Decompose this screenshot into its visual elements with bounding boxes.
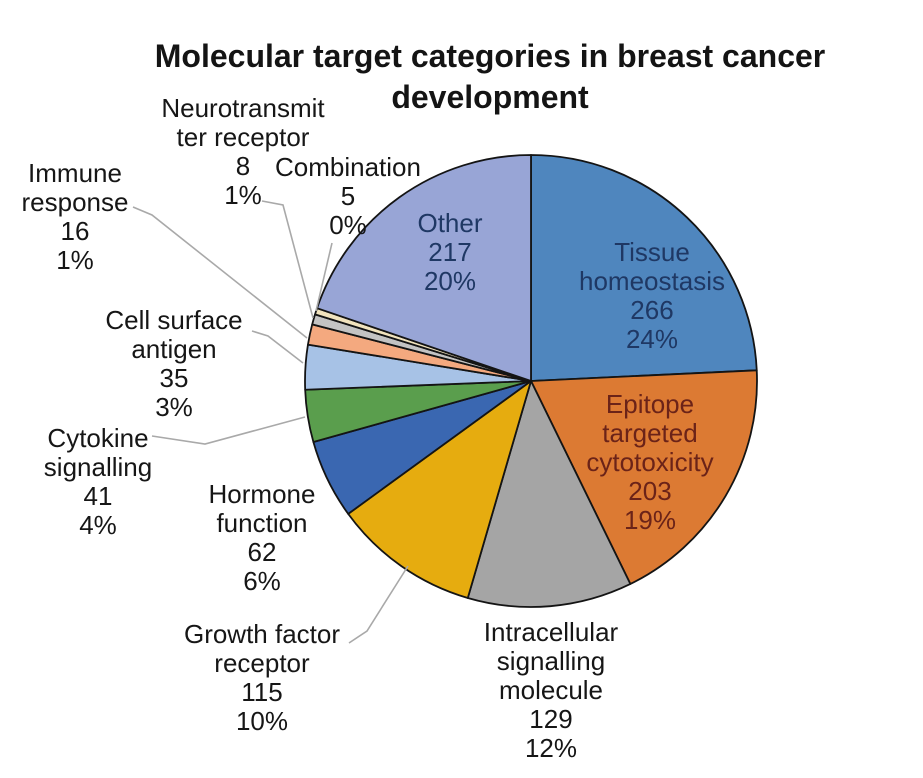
label-tissue: Tissue homeostasis 266 24% xyxy=(579,238,725,354)
chart-title-line1: Molecular target categories in breast ca… xyxy=(154,38,826,74)
label-epitope-line-2: cytotoxicity xyxy=(586,447,714,477)
label-growth-factor: Growth factor receptor 115 10% xyxy=(184,620,340,736)
label-epitope-line-3: 203 xyxy=(628,476,672,506)
label-growth-factor-line-0: Growth factor xyxy=(183,619,341,649)
label-growth-factor-line-1: receptor xyxy=(214,648,310,678)
label-other: Other 217 20% xyxy=(417,209,482,296)
label-intracellular: Intracellular signalling molecule 129 12% xyxy=(484,618,618,763)
label-intracellular-line-3: 129 xyxy=(529,704,573,734)
pie-slice-intracellular-signalling-molecule xyxy=(466,380,632,608)
label-tissue-line-2: 266 xyxy=(630,295,674,325)
label-cell-surface: Cell surface antigen 35 3% xyxy=(105,306,242,422)
label-intracellular-line-2: molecule xyxy=(498,675,604,705)
label-growth-factor-line-2: 115 xyxy=(241,677,283,707)
label-cytokine-line-1: signalling xyxy=(43,452,153,482)
leader-line-growth-factor-receptor xyxy=(348,565,409,644)
label-epitope-line-0: Epitope xyxy=(605,389,695,419)
leader-line-neurotransmitter-receptor xyxy=(261,200,314,319)
pie-slice-other xyxy=(316,154,532,382)
label-intracellular-line-4: 12% xyxy=(524,733,578,763)
label-epitope-line-1: targeted xyxy=(602,418,698,448)
label-other-line-2: 20% xyxy=(423,266,477,296)
chart-title: Molecular target categories in breast ca… xyxy=(55,36,923,118)
label-neurotransmitter-line-0: Neurotransmit xyxy=(161,93,325,123)
pie-slice-tissue-homeostasis xyxy=(530,154,758,382)
leader-lines xyxy=(132,200,409,644)
label-neurotransmitter-line-3: 1% xyxy=(224,180,262,210)
label-epitope-line-4: 19% xyxy=(623,505,677,535)
label-epitope: Epitope targeted cytotoxicity 203 19% xyxy=(586,390,713,535)
label-immune-line-1: response xyxy=(21,187,129,217)
label-growth-factor-line-3: 10% xyxy=(235,706,289,736)
label-cytokine-line-2: 41 xyxy=(83,481,113,511)
label-hormone-line-1: function xyxy=(216,508,308,538)
label-tissue-line-3: 24% xyxy=(625,324,679,354)
label-cytokine-line-0: Cytokine xyxy=(47,423,149,453)
chart-title-line2: development xyxy=(391,79,589,115)
label-tissue-line-1: homeostasis xyxy=(579,266,725,296)
pie-slice-growth-factor-receptor xyxy=(347,380,532,599)
label-cell-surface-line-2: 35 xyxy=(159,363,189,393)
leader-line-combination xyxy=(315,242,333,312)
label-cytokine: Cytokine signalling 41 4% xyxy=(44,424,152,540)
leader-line-cytokine-signalling xyxy=(151,416,306,445)
pie-slices xyxy=(304,154,758,608)
label-immune-line-0: Immune xyxy=(28,158,122,188)
label-hormone-line-3: 6% xyxy=(243,566,281,596)
leader-line-cell-surface-antigen xyxy=(251,330,304,364)
label-immune-line-3: 1% xyxy=(56,245,94,275)
label-combination-line-0: Combination xyxy=(275,152,421,182)
label-cell-surface-line-0: Cell surface xyxy=(105,305,243,335)
label-hormone: Hormone function 62 6% xyxy=(209,480,316,596)
label-cytokine-line-3: 4% xyxy=(79,510,117,540)
label-neurotransmitter-line-1: ter receptor xyxy=(176,122,310,152)
label-combination-line-1: 5 xyxy=(340,181,356,211)
label-other-line-0: Other xyxy=(417,208,483,238)
leader-line-immune-response xyxy=(132,206,308,339)
label-other-line-1: 217 xyxy=(428,237,472,267)
label-cell-surface-line-1: antigen xyxy=(131,334,217,364)
label-combination: Combination 5 0% xyxy=(275,153,421,240)
label-tissue-line-0: Tissue xyxy=(614,237,690,267)
label-intracellular-line-1: signalling xyxy=(496,646,606,676)
pie-slice-epitope-targeted-cytotoxicity xyxy=(530,369,758,585)
label-neurotransmitter-line-2: 8 xyxy=(235,151,251,181)
label-hormone-line-0: Hormone xyxy=(208,479,316,509)
label-immune: Immune response 16 1% xyxy=(22,159,129,275)
label-hormone-line-2: 62 xyxy=(247,537,277,567)
label-cell-surface-line-3: 3% xyxy=(155,392,193,422)
label-combination-line-2: 0% xyxy=(329,210,367,240)
label-immune-line-2: 16 xyxy=(60,216,90,246)
label-neurotransmitter: Neurotransmit ter receptor 8 1% xyxy=(161,94,324,210)
label-intracellular-line-0: Intracellular xyxy=(483,617,619,647)
